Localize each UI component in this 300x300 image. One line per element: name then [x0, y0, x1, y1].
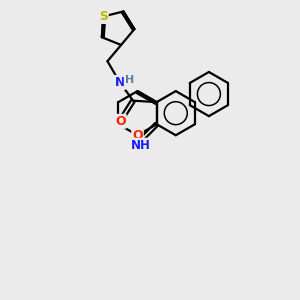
- Text: O: O: [132, 129, 143, 142]
- Text: H: H: [124, 75, 134, 85]
- Text: S: S: [99, 10, 108, 23]
- Text: O: O: [115, 115, 126, 128]
- Text: NH: NH: [131, 139, 151, 152]
- Text: N: N: [115, 76, 125, 89]
